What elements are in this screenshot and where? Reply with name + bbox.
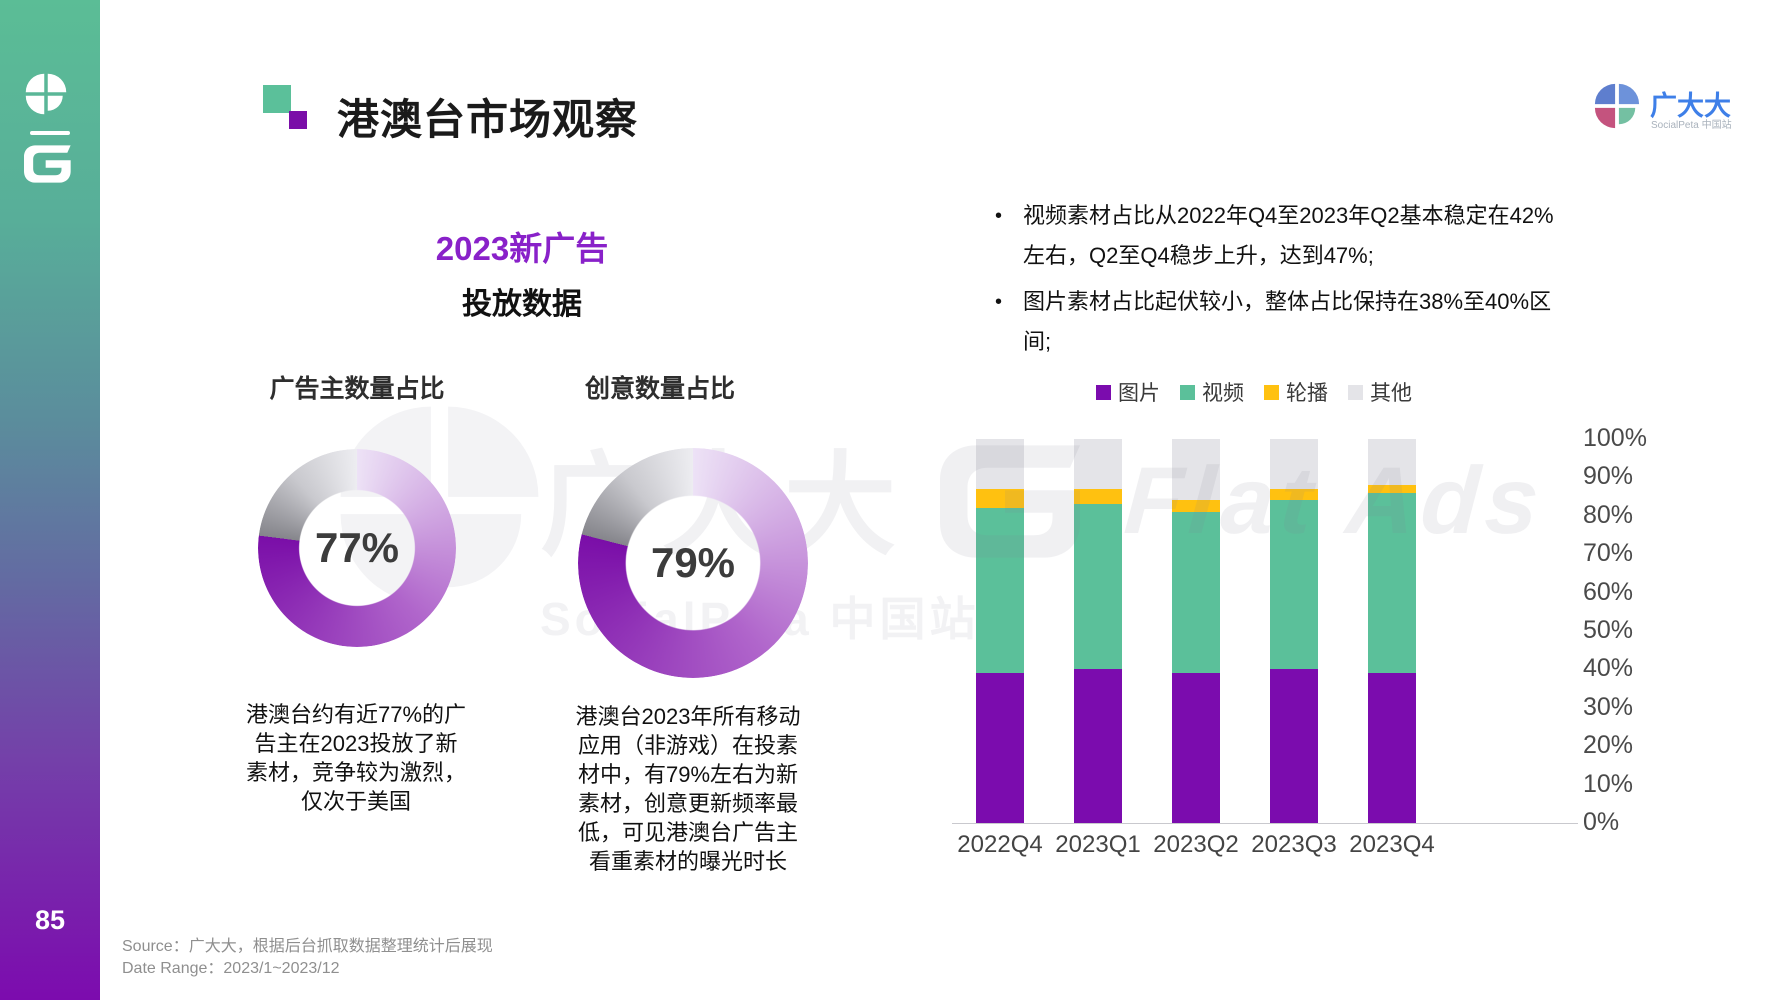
x-axis-label: 2023Q4 — [1349, 831, 1435, 858]
legend-swatch — [1264, 384, 1279, 400]
title-icon-purple-square — [289, 111, 307, 129]
donut-description-advertisers: 港澳台约有近77%的广告主在2023投放了新素材，竞争较为激烈，仅次于美国 — [245, 702, 467, 814]
bar-2023Q2 — [1172, 439, 1220, 823]
bar-segment-其他 — [976, 439, 1024, 489]
legend-item-其他: 其他 — [1348, 377, 1412, 407]
donut-chart-advertisers: 77% — [258, 449, 456, 647]
insight-item: • 视频素材占比从2022年Q4至2023年Q2基本稳定在42%左右，Q2至Q4… — [995, 196, 1565, 276]
legend-label: 视频 — [1202, 382, 1244, 405]
title-icon-green-square — [263, 85, 291, 113]
bar-segment-其他 — [1172, 439, 1220, 501]
x-axis-label: 2022Q4 — [957, 831, 1043, 858]
y-axis-label: 100% — [1583, 424, 1647, 452]
y-axis-label: 0% — [1583, 808, 1620, 836]
bar-segment-图片 — [1270, 669, 1318, 823]
bullet-icon: • — [995, 205, 1003, 227]
y-axis-label: 30% — [1583, 692, 1634, 721]
bar-segment-图片 — [1074, 669, 1122, 823]
bar-segment-轮播 — [1368, 485, 1416, 493]
sidebar: 85 — [0, 0, 100, 1000]
bar-segment-视频 — [1172, 511, 1220, 674]
stacked-bar-chart: 2022Q4 2023Q1 2023Q2 2023Q3 2023Q4 0% 10% 20% 3… — [950, 424, 1670, 900]
brand-pie-icon — [1594, 83, 1640, 129]
insight-text: 图片素材占比起伏较小，整体占比保持在38%至40%区间; — [1023, 289, 1552, 354]
bar-segment-视频 — [1074, 504, 1122, 670]
page-number: 85 — [34, 905, 66, 935]
footer: Source：广大大，根据后台抓取数据整理统计后展现 Date Range：20… — [122, 936, 493, 980]
bar-segment-轮播 — [1172, 500, 1220, 512]
legend-label: 轮播 — [1286, 382, 1328, 405]
y-axis-label: 70% — [1583, 539, 1634, 568]
plot-area — [955, 439, 1575, 823]
donut-value: 79% — [650, 539, 736, 586]
legend-item-轮播: 轮播 — [1264, 377, 1328, 407]
legend-item-视频: 视频 — [1180, 377, 1244, 407]
bar-segment-视频 — [1270, 500, 1318, 670]
donut-title-advertisers: 广告主数量占比 — [269, 375, 445, 403]
bar-2022Q4 — [976, 439, 1024, 823]
legend-swatch — [1180, 384, 1195, 400]
bar-segment-图片 — [1172, 673, 1220, 823]
x-axis-label: 2023Q2 — [1153, 831, 1239, 858]
bar-2023Q4 — [1368, 439, 1416, 823]
bar-segment-轮播 — [1074, 488, 1122, 505]
brand-subtitle: SocialPeta 中国站 — [1651, 120, 1732, 131]
insights-list: • 视频素材占比从2022年Q4至2023年Q2基本稳定在42%左右，Q2至Q4… — [995, 196, 1565, 368]
headline-line1: 2023新广告 — [435, 230, 609, 267]
bar-segment-视频 — [1368, 492, 1416, 674]
y-axis-label: 50% — [1583, 616, 1634, 644]
y-axis-label: 10% — [1583, 769, 1634, 798]
donut-chart-creatives: 79% — [578, 448, 808, 678]
donut-description-creatives: 港澳台2023年所有移动应用（非游戏）在投素材中，有79%左右为新素材，创意更新… — [575, 704, 801, 874]
insight-item: • 图片素材占比起伏较小，整体占比保持在38%至40%区间; — [995, 282, 1565, 362]
donut-title-creatives: 创意数量占比 — [584, 375, 735, 403]
logo-divider — [30, 131, 70, 135]
g-letter-icon — [24, 145, 74, 183]
bar-segment-轮播 — [1270, 488, 1318, 501]
footer-source: Source：广大大，根据后台抓取数据整理统计后展现 — [122, 938, 493, 955]
page-title: 港澳台市场观察 — [337, 96, 639, 143]
sidebar-logo — [24, 72, 76, 188]
bar-segment-其他 — [1270, 439, 1318, 489]
legend-item-图片: 图片 — [1096, 377, 1160, 407]
y-axis-label: 60% — [1583, 577, 1634, 606]
bar-2023Q3 — [1270, 439, 1318, 823]
x-axis-line — [952, 823, 1578, 824]
donut-ring — [578, 448, 808, 678]
footer-date-range: Date Range：2023/1~2023/12 — [122, 960, 340, 977]
bar-segment-图片 — [976, 673, 1024, 823]
y-axis-label: 40% — [1583, 654, 1634, 683]
y-axis-label: 20% — [1583, 731, 1634, 760]
y-axis-label: 90% — [1583, 462, 1634, 491]
legend-label: 图片 — [1118, 382, 1160, 405]
quadrant-circle-icon — [24, 72, 68, 116]
insight-text: 视频素材占比从2022年Q4至2023年Q2基本稳定在42%左右，Q2至Q4稳步… — [1023, 203, 1554, 268]
bar-segment-其他 — [1368, 439, 1416, 486]
section-headline: 2023新广告 投放数据 — [373, 222, 671, 323]
bar-segment-图片 — [1368, 673, 1416, 823]
headline-line2: 投放数据 — [462, 288, 582, 321]
legend-label: 其他 — [1370, 382, 1412, 405]
donut-value: 77% — [314, 524, 400, 571]
y-axis-label: 80% — [1583, 500, 1634, 529]
bullet-icon: • — [995, 291, 1003, 313]
x-axis-label: 2023Q1 — [1055, 831, 1141, 858]
brand-name: 广大大 — [1650, 91, 1731, 121]
chart-legend: 图片 视频 轮播 其他 — [1096, 377, 1412, 407]
legend-swatch — [1096, 384, 1111, 400]
bar-segment-视频 — [976, 508, 1024, 674]
x-axis-label: 2023Q3 — [1251, 831, 1337, 858]
bar-segment-其他 — [1074, 439, 1122, 489]
bar-segment-轮播 — [976, 488, 1024, 509]
legend-swatch — [1348, 384, 1363, 400]
bar-2023Q1 — [1074, 439, 1122, 823]
